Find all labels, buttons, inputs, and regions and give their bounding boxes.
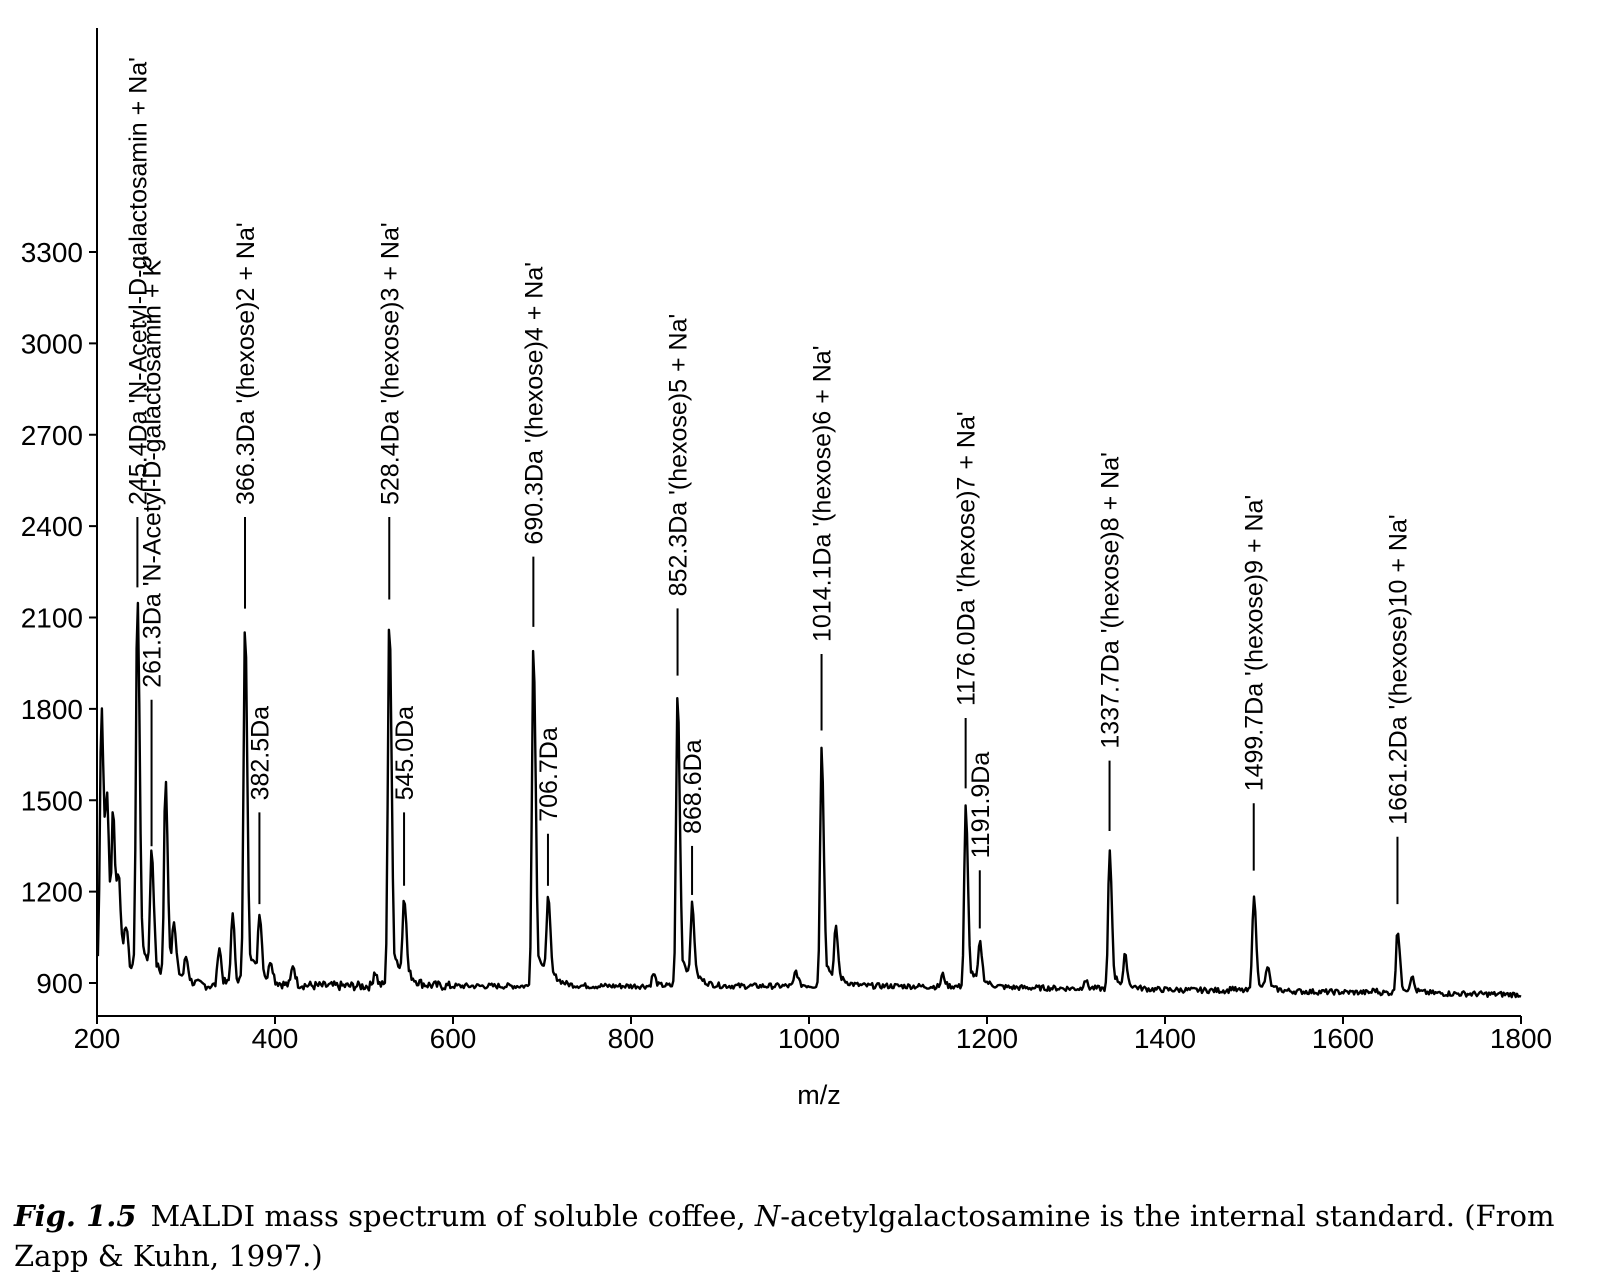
figure-label: Fig. 1.5 xyxy=(14,1199,137,1233)
peak-annotation-label: 1014.1Da '(hexose)6 + Na' xyxy=(809,346,837,643)
peak-annotation-label: 261.3Da 'N-Acetyl-D-galactosamin + K' xyxy=(139,255,167,688)
x-tick-label: 1800 xyxy=(1490,1023,1552,1054)
x-ticks: 200 400 600 800 1000 1200 1400 1600 1800 xyxy=(74,1016,1552,1054)
peak-annotation-label: 706.7Da xyxy=(535,727,563,822)
x-tick-label: 1600 xyxy=(1312,1023,1374,1054)
x-tick-label: 200 xyxy=(74,1023,121,1054)
y-tick-label: 2400 xyxy=(21,511,83,542)
y-tick-label: 2100 xyxy=(21,603,83,634)
peak-annotation-label: 1191.9Da xyxy=(967,752,995,859)
peak-annotation-label: 1337.7Da '(hexose)8 + Na' xyxy=(1097,452,1125,749)
peak-annotation-label: 868.6Da xyxy=(679,739,707,834)
peak-annotation-label: 690.3Da '(hexose)4 + Na' xyxy=(520,262,548,545)
y-tick-label: 900 xyxy=(36,968,83,999)
peak-annotation-label: 245.4Da 'N-Acetyl-D-galactosamin + Na' xyxy=(124,57,152,505)
y-ticks: 900 1200 1500 1800 2100 2400 2700 3000 3300 xyxy=(21,237,97,999)
x-tick-label: 600 xyxy=(430,1023,477,1054)
mass-spectrum-chart: 900 1200 1500 1800 2100 2400 2700 3000 3300 200 4… xyxy=(21,28,1552,1110)
peak-annotation-label: 366.3Da '(hexose)2 + Na' xyxy=(232,222,260,505)
spectrum-line xyxy=(96,601,1522,999)
peak-annotation-label: 1661.2Da '(hexose)10 + Na' xyxy=(1384,514,1412,824)
x-tick-label: 1400 xyxy=(1134,1023,1196,1054)
peak-annotations: 245.4Da 'N-Acetyl-D-galactosamin + Na'26… xyxy=(124,57,1412,929)
peak-annotation-label: 545.0Da xyxy=(391,706,419,801)
x-axis-label: m/z xyxy=(797,1080,841,1110)
peak-annotation-label: 528.4Da '(hexose)3 + Na' xyxy=(376,222,404,505)
peak-annotation-label: 852.3Da '(hexose)5 + Na' xyxy=(665,314,693,597)
y-tick-label: 1800 xyxy=(21,694,83,725)
x-tick-label: 400 xyxy=(252,1023,299,1054)
y-tick-label: 1500 xyxy=(21,785,83,816)
y-tick-label: 3000 xyxy=(21,328,83,359)
figure-caption: Fig. 1.5 MALDI mass spectrum of soluble c… xyxy=(14,1196,1589,1276)
peak-annotation-label: 1176.0Da '(hexose)7 + Na' xyxy=(953,411,981,706)
y-tick-label: 1200 xyxy=(21,877,83,908)
caption-text-after: -acetylgalactosamine is the internal sta… xyxy=(14,1199,1555,1273)
peak-annotation-label: 382.5Da xyxy=(246,706,274,801)
caption-italic-n: N xyxy=(754,1199,781,1233)
caption-text-before: MALDI mass spectrum of soluble coffee, xyxy=(150,1199,755,1233)
y-tick-label: 3300 xyxy=(21,237,83,268)
x-tick-label: 1200 xyxy=(956,1023,1018,1054)
x-tick-label: 800 xyxy=(608,1023,655,1054)
y-tick-label: 2700 xyxy=(21,420,83,451)
x-tick-label: 1000 xyxy=(778,1023,840,1054)
peak-annotation-label: 1499.7Da '(hexose)9 + Na' xyxy=(1241,495,1269,792)
